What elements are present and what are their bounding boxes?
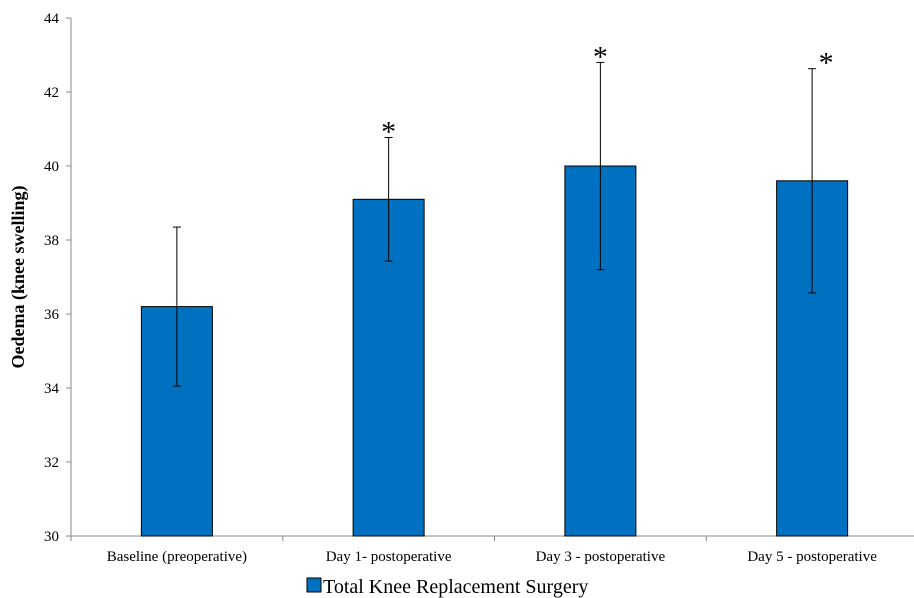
y-axis-title: Oedema (knee swelling) [8, 186, 29, 369]
significance-markers: * * * [381, 40, 834, 148]
category-label: Day 5 - postoperative [747, 549, 877, 565]
significance-asterisk: * [381, 116, 396, 149]
bars [140, 165, 849, 537]
legend-swatch [306, 577, 322, 593]
category-label: Baseline (preoperative) [107, 549, 247, 565]
y-tick-label: 32 [44, 455, 59, 471]
y-tick-label: 38 [44, 233, 59, 249]
category-label: Day 3 - postoperative [536, 549, 666, 565]
legend: Total Knee Replacement Surgery [306, 576, 588, 598]
significance-asterisk: * [819, 47, 834, 80]
y-axis [66, 17, 72, 537]
category-labels: Baseline (preoperative) Day 1- postoperat… [107, 549, 878, 565]
y-tick-label: 42 [44, 85, 59, 101]
legend-label: Total Knee Replacement Surgery [323, 576, 588, 598]
error-bars [172, 61, 817, 387]
y-tick-labels: 30 32 34 36 38 40 42 44 [44, 11, 60, 545]
y-tick-label: 40 [44, 159, 59, 175]
category-label: Day 1- postoperative [326, 549, 452, 565]
y-tick-label: 44 [44, 11, 60, 27]
significance-asterisk: * [593, 40, 608, 73]
y-tick-label: 30 [44, 529, 59, 545]
x-axis [70, 535, 914, 541]
y-tick-label: 36 [44, 307, 60, 323]
y-tick-label: 34 [44, 381, 60, 397]
